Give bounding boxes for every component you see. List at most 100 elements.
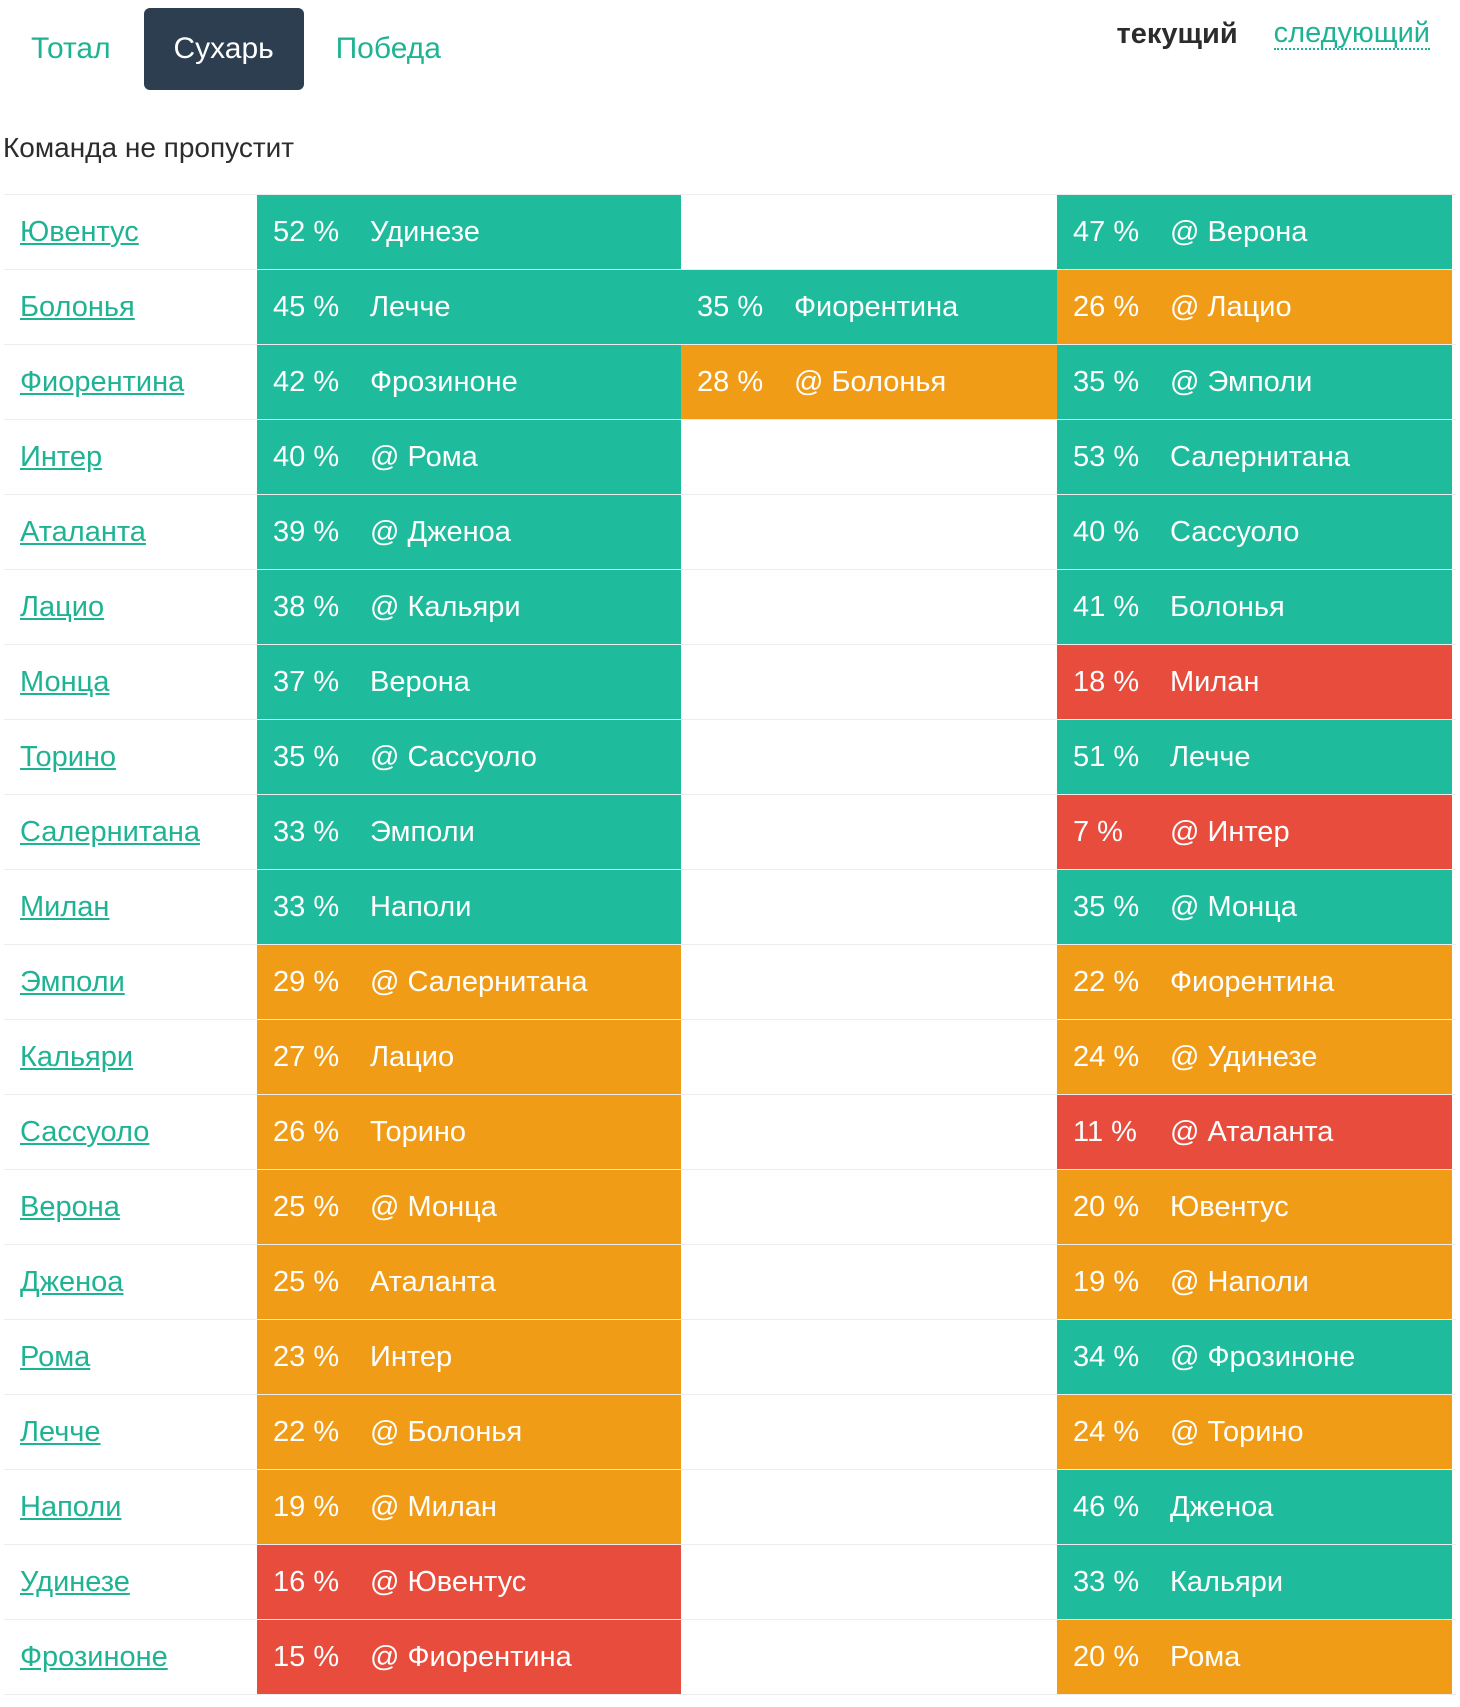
team-link[interactable]: Болонья	[20, 290, 135, 323]
next-round-match: 35 % @ Эмполи	[1057, 345, 1452, 419]
probability-value: 28 %	[697, 365, 764, 398]
probability-value: 53 %	[1073, 440, 1140, 473]
opponent-name: Фиорентина	[1170, 965, 1335, 998]
probability-value: 35 %	[697, 290, 764, 323]
probability-value: 35 %	[273, 740, 340, 773]
extra-match	[681, 1020, 1057, 1094]
team-link[interactable]: Удинезе	[20, 1565, 130, 1598]
team-link[interactable]: Ювентус	[20, 215, 139, 248]
team-link[interactable]: Аталанта	[20, 515, 146, 548]
team-link[interactable]: Лечче	[20, 1415, 101, 1448]
opponent-name: Салернитана	[1170, 440, 1351, 473]
table-row: Монца 37 % Верона 18 % Милан	[4, 645, 1456, 720]
probability-value: 16 %	[273, 1565, 340, 1598]
team-link[interactable]: Эмполи	[20, 965, 125, 998]
extra-match	[681, 1245, 1057, 1319]
opponent-name: @ Милан	[370, 1490, 497, 1523]
current-round-match: 40 % @ Рома	[257, 420, 681, 494]
team-link[interactable]: Фиорентина	[20, 365, 185, 398]
opponent-name: @ Эмполи	[1170, 365, 1313, 398]
team-link[interactable]: Дженоа	[20, 1265, 124, 1298]
probability-value: 51 %	[1073, 740, 1140, 773]
team-cell: Фрозиноне	[4, 1620, 257, 1694]
opponent-name: @ Наполи	[1170, 1265, 1309, 1298]
opponent-name: Рома	[1170, 1640, 1241, 1673]
round-current-label: текущий	[1116, 17, 1238, 50]
team-link[interactable]: Лацио	[20, 590, 105, 623]
probability-value: 18 %	[1073, 665, 1140, 698]
probability-value: 33 %	[273, 815, 340, 848]
probability-value: 42 %	[273, 365, 340, 398]
team-link[interactable]: Рома	[20, 1340, 91, 1373]
team-link[interactable]: Кальяри	[20, 1040, 134, 1073]
opponent-name: Лечче	[1170, 740, 1251, 773]
team-cell: Верона	[4, 1170, 257, 1244]
team-link[interactable]: Интер	[20, 440, 103, 473]
team-cell: Фиорентина	[4, 345, 257, 419]
next-round-match: 26 % @ Лацио	[1057, 270, 1452, 344]
team-cell: Болонья	[4, 270, 257, 344]
probability-value: 25 %	[273, 1265, 340, 1298]
current-round-match: 45 % Лечче	[257, 270, 681, 344]
team-link[interactable]: Фрозиноне	[20, 1640, 168, 1673]
team-cell: Эмполи	[4, 945, 257, 1019]
tab-clean-sheet[interactable]: Сухарь	[143, 8, 304, 90]
probability-value: 22 %	[1073, 965, 1140, 998]
team-cell: Дженоа	[4, 1245, 257, 1319]
team-link[interactable]: Салернитана	[20, 815, 201, 848]
team-link[interactable]: Наполи	[20, 1490, 122, 1523]
team-cell: Торино	[4, 720, 257, 794]
current-round-match: 25 % @ Монца	[257, 1170, 681, 1244]
opponent-name: @ Интер	[1170, 815, 1290, 848]
current-round-match: 33 % Эмполи	[257, 795, 681, 869]
opponent-name: Кальяри	[1170, 1565, 1284, 1598]
next-round-match: 51 % Лечче	[1057, 720, 1452, 794]
probability-value: 19 %	[273, 1490, 340, 1523]
table-row: Сассуоло 26 % Торино 11 % @ Аталанта	[4, 1095, 1456, 1170]
round-next-link[interactable]: следующий	[1273, 17, 1430, 50]
opponent-name: Наполи	[370, 890, 472, 923]
team-link[interactable]: Милан	[20, 890, 110, 923]
tab-total[interactable]: Тотал	[31, 32, 111, 65]
team-cell: Милан	[4, 870, 257, 944]
extra-match	[681, 1470, 1057, 1544]
round-switch: текущий следующий	[1117, 14, 1430, 54]
probability-value: 35 %	[1073, 365, 1140, 398]
next-round-match: 18 % Милан	[1057, 645, 1452, 719]
probability-value: 46 %	[1073, 1490, 1140, 1523]
extra-match	[681, 1545, 1057, 1619]
extra-match	[681, 870, 1057, 944]
table-row: Болонья 45 % Лечче 35 % Фиорентина 26 % @ Лаци…	[4, 270, 1456, 345]
team-cell: Кальяри	[4, 1020, 257, 1094]
table-row: Ювентус 52 % Удинезе 47 % @ Верона	[4, 195, 1456, 270]
extra-match	[681, 195, 1057, 269]
table-row: Салернитана 33 % Эмполи 7 % @ Интер	[4, 795, 1456, 870]
team-link[interactable]: Торино	[20, 740, 117, 773]
next-round-match: 47 % @ Верона	[1057, 195, 1452, 269]
extra-match	[681, 945, 1057, 1019]
next-round-match: 24 % @ Торино	[1057, 1395, 1452, 1469]
opponent-name: Фиорентина	[794, 290, 959, 323]
table-row: Рома 23 % Интер 34 % @ Фрозиноне	[4, 1320, 1456, 1395]
table-row: Лацио 38 % @ Кальяри 41 % Болонья	[4, 570, 1456, 645]
current-round-match: 26 % Торино	[257, 1095, 681, 1169]
table-row: Фиорентина 42 % Фрозиноне 28 % @ Болонья 35 %…	[4, 345, 1456, 420]
probability-value: 20 %	[1073, 1190, 1140, 1223]
team-cell: Салернитана	[4, 795, 257, 869]
current-round-match: 19 % @ Милан	[257, 1470, 681, 1544]
mode-tabs: Тотал Сухарь Победа	[0, 8, 473, 90]
team-link[interactable]: Монца	[20, 665, 110, 698]
probability-value: 33 %	[1073, 1565, 1140, 1598]
tab-win[interactable]: Победа	[335, 32, 441, 65]
current-round-match: 16 % @ Ювентус	[257, 1545, 681, 1619]
current-round-match: 33 % Наполи	[257, 870, 681, 944]
team-link[interactable]: Верона	[20, 1190, 120, 1223]
extra-match	[681, 795, 1057, 869]
team-link[interactable]: Сассуоло	[20, 1115, 150, 1148]
extra-match	[681, 570, 1057, 644]
team-cell: Интер	[4, 420, 257, 494]
current-round-match: 15 % @ Фиорентина	[257, 1620, 681, 1694]
probability-value: 22 %	[273, 1415, 340, 1448]
opponent-name: @ Монца	[370, 1190, 497, 1223]
section-title: Команда не пропустит	[3, 132, 295, 163]
